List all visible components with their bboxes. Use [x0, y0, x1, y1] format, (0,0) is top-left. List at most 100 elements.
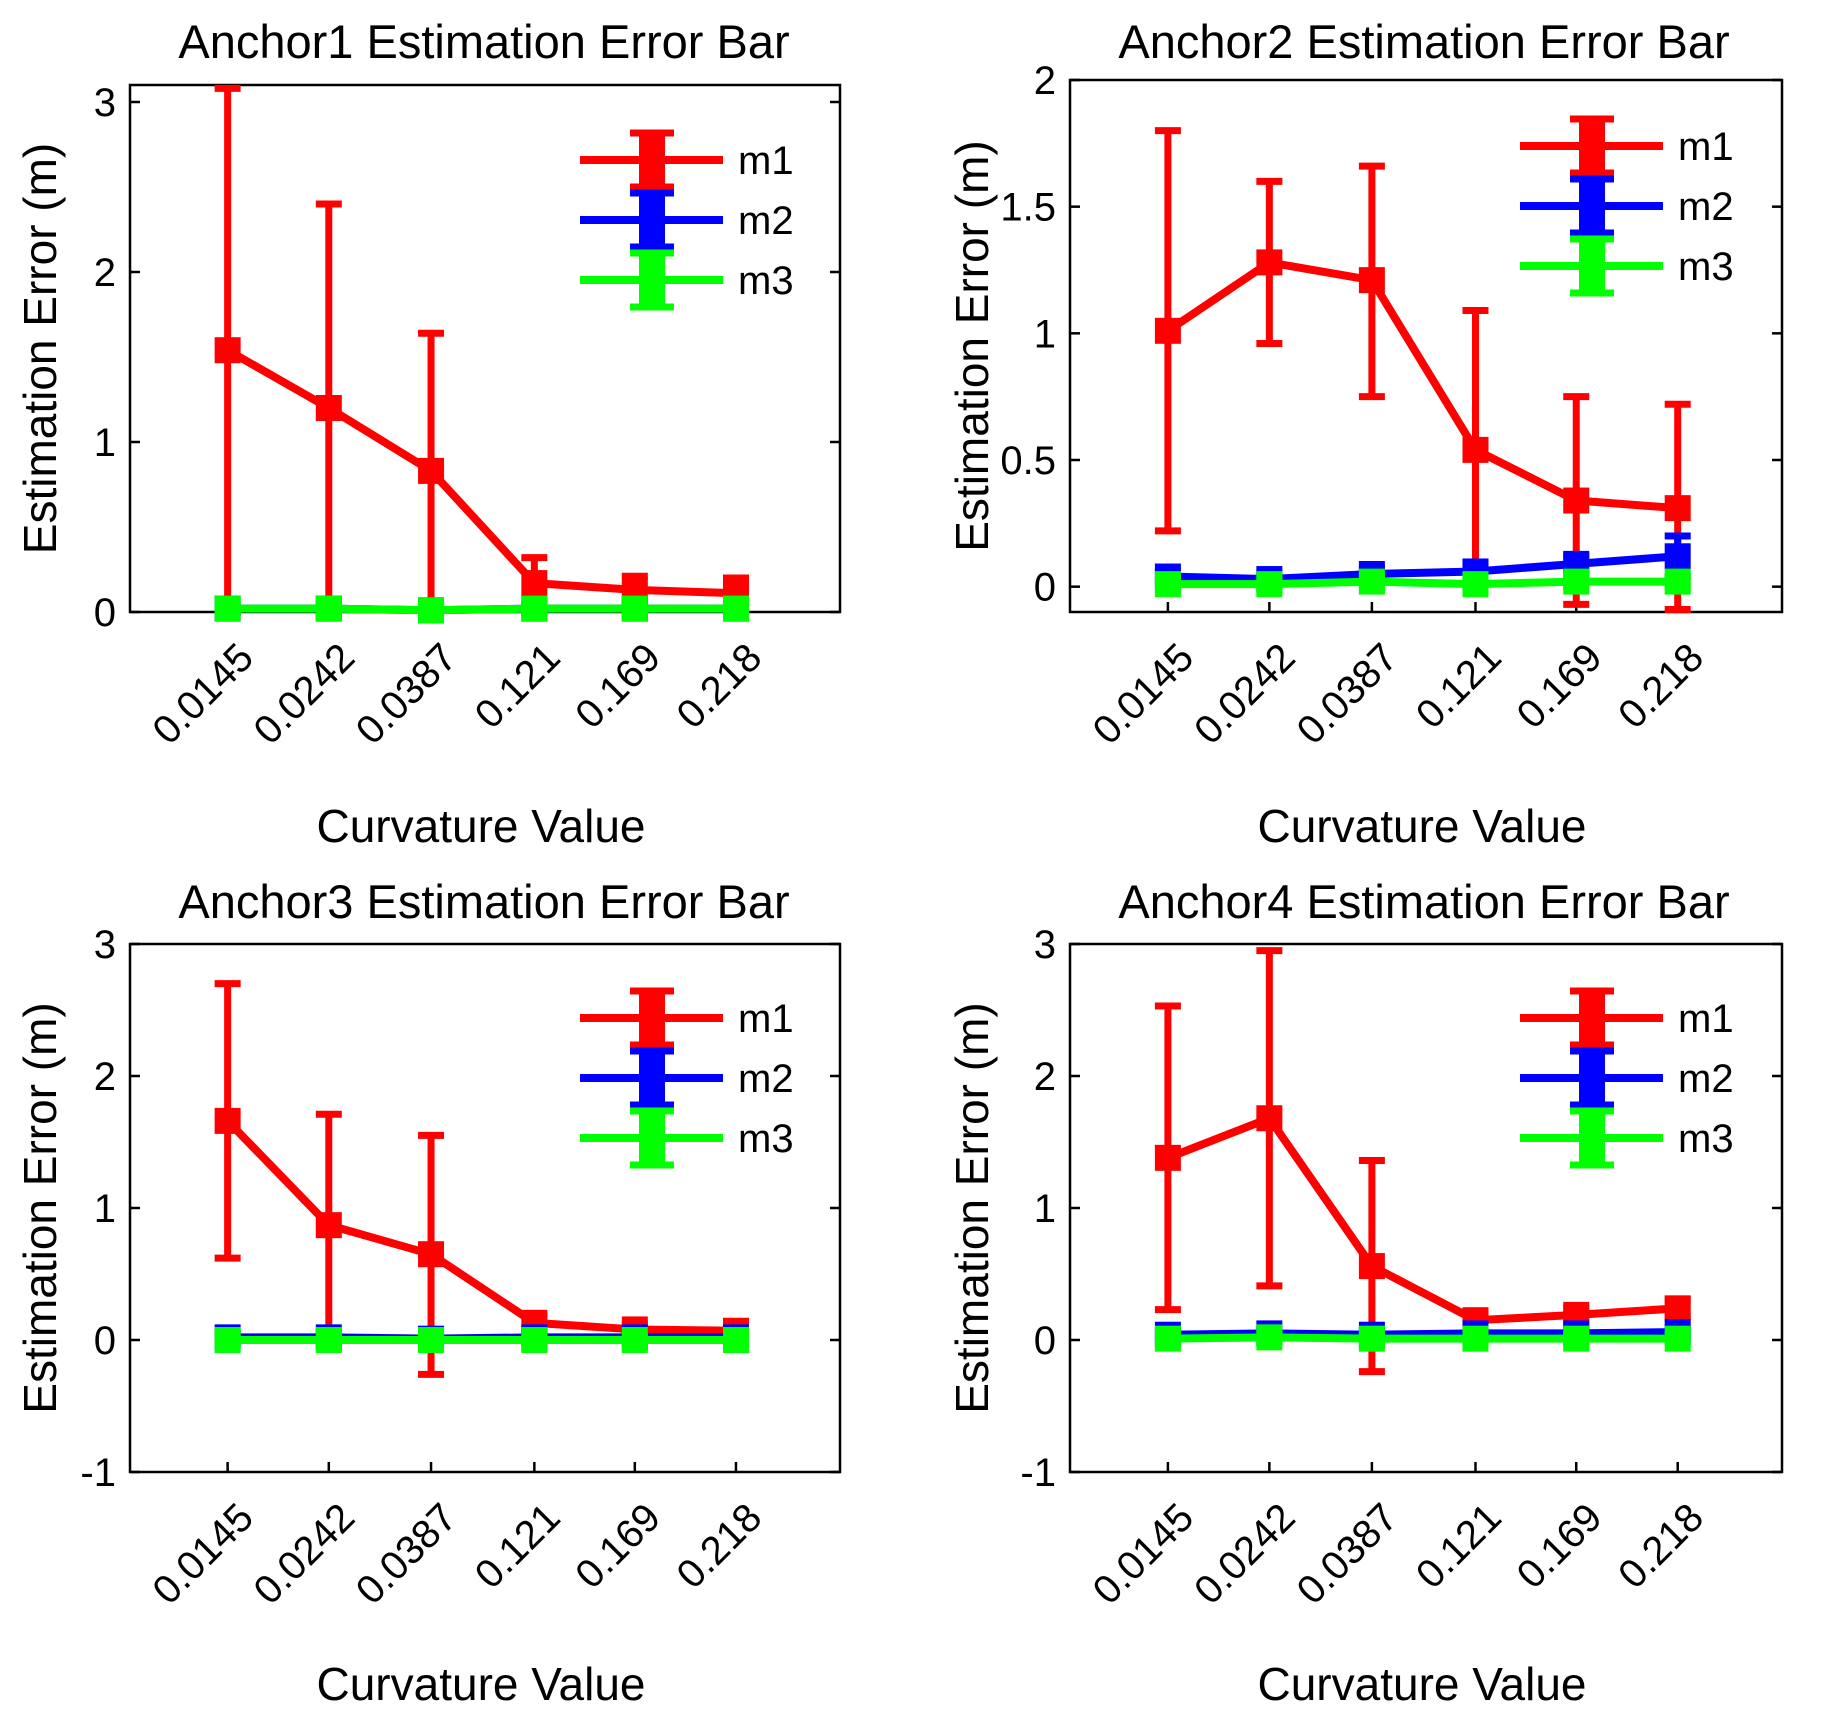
series-line-m2 — [1167, 552, 1678, 584]
x-tick-label: 0.218 — [668, 635, 770, 737]
y-tick-label: 2 — [94, 251, 116, 295]
data-point-m3 — [1154, 1325, 1181, 1352]
series-line-m1 — [224, 1118, 737, 1335]
y-axis-label: Estimation Error (m) — [14, 1002, 66, 1413]
x-tick-label: 0.0387 — [348, 1495, 466, 1613]
data-point-m3 — [214, 595, 241, 622]
y-tick-label: 1 — [1034, 1187, 1056, 1231]
legend-label-m2: m2 — [1678, 1057, 1734, 1101]
x-tick-label: 0.121 — [1408, 635, 1510, 737]
legend-marker-m2 — [1579, 1051, 1605, 1105]
data-point-m1 — [418, 1241, 445, 1268]
legend-label-m1: m1 — [738, 997, 794, 1041]
y-tick-label: 1.5 — [1000, 186, 1056, 230]
data-point-m3 — [521, 1327, 548, 1353]
data-point-m3 — [1664, 1325, 1691, 1352]
x-tick-label: 0.169 — [1509, 635, 1611, 737]
data-point-m3 — [1563, 568, 1590, 595]
x-tick-label: 0.0145 — [1085, 1495, 1203, 1613]
data-point-m1 — [214, 1107, 241, 1134]
series-line-m3 — [1167, 577, 1678, 589]
y-tick-label: 0 — [94, 1319, 116, 1363]
x-tick-label: 0.0387 — [1289, 1495, 1407, 1613]
legend-marker-m2 — [639, 193, 665, 247]
legend-marker-m1 — [1579, 991, 1605, 1045]
legend-marker-m3 — [1579, 239, 1605, 293]
x-tick-label: 0.121 — [467, 635, 569, 737]
data-point-m1 — [1256, 249, 1283, 276]
y-tick-label: 0 — [1034, 1319, 1056, 1363]
legend-label-m3: m3 — [738, 1117, 794, 1161]
legend-label-m1: m1 — [738, 139, 794, 183]
series-line-m1 — [225, 346, 737, 598]
data-point-m3 — [1358, 568, 1385, 595]
legend-marker-m3 — [639, 253, 665, 307]
y-axis-label: Estimation Error (m) — [946, 140, 998, 551]
data-point-m1 — [1154, 1144, 1181, 1171]
x-axis-label: Curvature Value — [317, 800, 646, 852]
series-m3 — [1154, 1324, 1691, 1352]
data-point-m3 — [621, 595, 648, 622]
legend-marker-m1 — [1579, 119, 1605, 173]
data-point-m3 — [315, 1327, 342, 1353]
data-point-m3 — [1256, 1324, 1283, 1351]
y-tick-label: 2 — [94, 1055, 116, 1099]
data-point-m3 — [418, 597, 445, 624]
chart-title: Anchor4 Estimation Error Bar — [1118, 875, 1729, 928]
x-tick-label: 0.169 — [567, 635, 669, 737]
legend-marker-m2 — [1579, 179, 1605, 233]
data-point-m1 — [1462, 436, 1489, 463]
x-tick-label: 0.0242 — [246, 1495, 364, 1613]
x-tick-label: 0.0242 — [1186, 1495, 1304, 1613]
data-point-m3 — [214, 1327, 241, 1353]
data-point-m1 — [521, 570, 548, 597]
x-tick-label: 0.0145 — [144, 635, 262, 753]
data-point-m1 — [1563, 487, 1590, 514]
series-line-m1 — [1165, 258, 1678, 513]
legend-label-m1: m1 — [1678, 997, 1734, 1041]
series-m3 — [214, 1327, 749, 1353]
data-point-m1 — [1358, 267, 1385, 294]
legend: m1 m2 m3 — [1520, 987, 1734, 1169]
data-point-m1 — [214, 337, 241, 364]
y-tick-label: 3 — [94, 923, 116, 967]
x-tick-label: 0.0242 — [246, 635, 364, 753]
series-m1 — [1154, 127, 1691, 613]
x-tick-label: 0.169 — [1509, 1495, 1611, 1597]
data-point-m1 — [418, 457, 445, 484]
data-point-m3 — [722, 595, 749, 622]
data-point-m3 — [1256, 571, 1283, 598]
series-m2 — [1154, 1319, 1691, 1348]
data-point-m3 — [1462, 571, 1489, 598]
y-tick-label: 1 — [1034, 312, 1056, 356]
plot-area — [128, 942, 842, 1474]
data-point-m3 — [521, 595, 548, 622]
data-point-m3 — [315, 595, 342, 622]
x-tick-label: 0.218 — [1610, 1495, 1712, 1597]
data-point-m1 — [315, 1212, 342, 1239]
series-m3 — [1154, 568, 1691, 598]
x-tick-label: 0.0387 — [1289, 635, 1407, 753]
y-tick-label: 0.5 — [1000, 439, 1056, 483]
y-tick-label: 1 — [94, 421, 116, 465]
data-point-m3 — [1358, 1325, 1385, 1352]
data-point-m3 — [621, 1327, 648, 1353]
y-tick-label: 3 — [94, 81, 116, 125]
y-tick-label: -1 — [1020, 1451, 1056, 1495]
plot-area — [1068, 78, 1784, 614]
y-tick-label: 3 — [1034, 923, 1056, 967]
legend-marker-m2 — [639, 1051, 665, 1105]
data-point-m1 — [315, 395, 342, 421]
y-tick-label: 1 — [94, 1187, 116, 1231]
legend-label-m2: m2 — [738, 199, 794, 243]
series-m1 — [214, 84, 749, 616]
legend-marker-m3 — [639, 1111, 665, 1165]
chart-title: Anchor3 Estimation Error Bar — [178, 875, 789, 928]
data-point-m3 — [1664, 568, 1691, 595]
series-line-m1 — [1166, 1114, 1678, 1325]
chart-title: Anchor1 Estimation Error Bar — [178, 15, 789, 68]
